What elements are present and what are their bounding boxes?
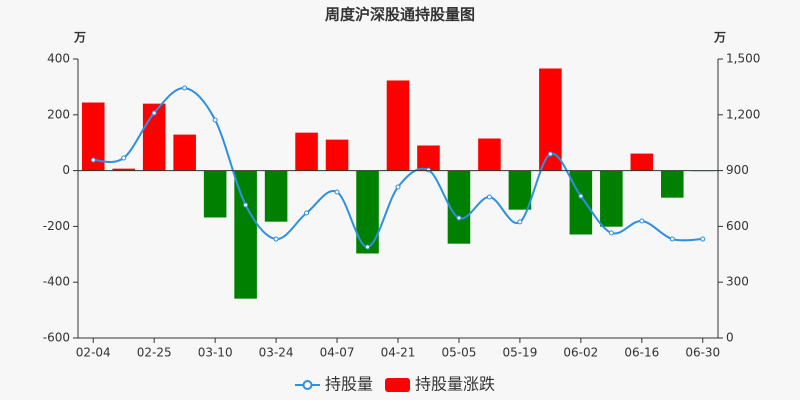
bar (386, 80, 410, 171)
x-tick-label: 03-10 (198, 346, 233, 360)
x-tick-label: 05-19 (502, 346, 537, 360)
line-point (121, 155, 127, 161)
y2-tick-label: 600 (726, 219, 749, 233)
line-point (151, 110, 157, 116)
bar (81, 102, 105, 171)
bar (264, 170, 288, 222)
y2-unit: 万 (713, 31, 726, 45)
y2-tick-label: 900 (726, 163, 749, 177)
line-point (486, 194, 492, 200)
x-tick-label: 02-04 (76, 346, 111, 360)
bar (203, 170, 227, 218)
y-tick-label: 200 (47, 107, 70, 121)
bar (234, 170, 257, 299)
line-point (212, 117, 218, 123)
legend-label: 持股量涨跌 (415, 375, 495, 394)
bar (478, 138, 501, 171)
line-point (608, 230, 614, 236)
bar (173, 134, 196, 171)
line-point (334, 189, 340, 195)
bar (630, 153, 654, 171)
chart-title: 周度沪深股通持股量图 (325, 6, 475, 24)
line-point (547, 151, 553, 157)
y-tick-label: -400 (43, 275, 70, 289)
line-point (243, 202, 249, 208)
bar (508, 170, 532, 210)
line-point (182, 85, 188, 91)
line-point (669, 236, 675, 242)
bar (325, 139, 349, 171)
y2-tick-label: 0 (726, 331, 734, 345)
line (93, 87, 703, 249)
line-point (395, 184, 401, 190)
line-point (304, 210, 310, 216)
line-point (639, 218, 645, 224)
bar (112, 168, 135, 171)
line-point (273, 236, 279, 242)
y-tick-label: 400 (47, 52, 70, 66)
legend-swatch (385, 378, 411, 392)
line-point (365, 244, 371, 250)
bar (417, 145, 440, 171)
y-tick-label: -600 (43, 331, 70, 345)
line-point (517, 219, 523, 225)
x-tick-label: 04-07 (320, 346, 355, 360)
bar (295, 132, 318, 171)
bar (600, 170, 623, 227)
line-point (456, 215, 462, 221)
y-tick-label: -200 (43, 219, 70, 233)
y2-tick-label: 1,200 (726, 107, 760, 121)
x-tick-label: 04-21 (381, 346, 416, 360)
y-unit: 万 (73, 31, 86, 45)
legend-label: 持股量 (325, 375, 373, 394)
bar (539, 68, 562, 171)
bar (661, 170, 684, 198)
bar (569, 170, 593, 235)
y2-tick-label: 300 (726, 275, 749, 289)
y2-tick-label: 1,500 (726, 52, 760, 66)
x-tick-label: 05-05 (442, 346, 477, 360)
x-tick-label: 06-02 (563, 346, 598, 360)
line-point (578, 193, 584, 199)
line-point (90, 157, 96, 163)
x-tick-label: 06-16 (624, 346, 659, 360)
x-tick-label: 02-25 (137, 346, 172, 360)
line-point (425, 167, 431, 173)
x-tick-label: 03-24 (259, 346, 294, 360)
y-tick-label: 0 (62, 163, 70, 177)
line-point (700, 236, 706, 242)
bar (356, 170, 379, 254)
bar (447, 170, 471, 244)
x-tick-label: 06-30 (685, 346, 720, 360)
legend-marker (302, 380, 313, 390)
